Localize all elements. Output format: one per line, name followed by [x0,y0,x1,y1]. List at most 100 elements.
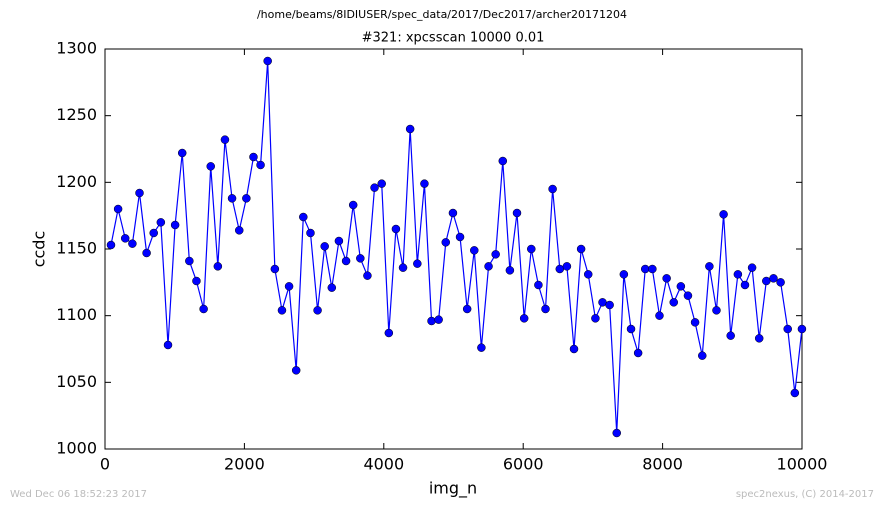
data-point [356,254,365,263]
x-tick-label: 10000 [777,455,828,474]
data-point [213,262,223,271]
data-point [120,234,130,243]
data-point [669,298,679,307]
data-point [797,324,807,334]
data-point [192,276,201,286]
y-tick-label: 1150 [56,239,97,258]
data-point [384,328,394,338]
data-point [206,162,215,171]
data-point [484,262,493,271]
data-point [455,232,465,242]
data-point [341,256,351,266]
data-point [113,204,123,214]
data-point [541,304,550,314]
data-point [284,282,294,291]
data-point [270,264,280,274]
data-point [363,271,372,280]
data-point [626,324,636,334]
data-point [491,250,500,259]
y-tick-label: 1000 [56,439,97,458]
data-point [299,212,308,222]
x-tick-label: 2000 [224,455,265,474]
suptitle: /home/beams/8IDIUSER/spec_data/2017/Dec2… [257,8,627,21]
data-point [754,334,764,343]
data-point [598,298,607,307]
data-point [156,218,166,227]
data-point [740,280,750,290]
data-point [370,183,379,192]
y-tick-label: 1200 [56,172,97,191]
data-point [413,259,422,268]
data-point [698,351,707,360]
data-point [619,270,629,279]
data-point [256,160,265,170]
data-point [534,280,543,290]
y-tick-label: 1100 [56,305,97,324]
data-point [733,270,743,279]
x-axis-label: img_n [429,479,477,499]
data-point [128,239,137,248]
data-point [790,388,800,398]
data-point [648,264,657,274]
data-point [569,344,579,354]
data-point [249,152,258,162]
chart-title: #321: xpcsscan 10000 0.01 [362,31,545,46]
data-point [348,200,358,210]
data-point [185,256,194,266]
plot-frame [104,48,803,450]
data-line [110,60,803,434]
data-point [769,274,778,283]
data-point [633,348,643,358]
data-point [462,304,472,314]
data-point [199,304,208,314]
y-tick-label: 1300 [56,39,97,58]
data-point [519,314,529,323]
data-point [712,306,721,315]
data-point [427,316,436,326]
data-point [505,266,515,275]
y-tick-label: 1050 [56,372,97,391]
data-point [313,306,322,315]
data-point [263,56,272,66]
data-point [562,262,572,271]
y-axis-label: ccdc [30,231,49,268]
footer-left: Wed Dec 06 18:52:23 2017 [10,489,147,500]
data-point [690,318,700,327]
data-point [377,179,386,188]
data-point [762,276,771,286]
data-point [548,184,557,194]
data-point [434,315,443,324]
data-point [391,224,401,234]
x-tick-label: 6000 [503,455,544,474]
data-point [705,262,714,271]
data-point [170,220,180,230]
data-point [291,366,301,375]
data-point [306,228,315,238]
x-tick-label: 0 [100,455,110,474]
data-point [149,228,158,238]
data-point [512,208,522,218]
data-point [555,264,565,274]
data-point [242,194,251,203]
y-tick-label: 1250 [56,105,97,124]
data-point [640,264,650,274]
data-point [470,246,479,255]
data-point [163,340,173,350]
data-point [405,124,415,134]
data-point [234,226,244,235]
data-point [227,194,237,203]
data-point [591,314,600,323]
data-point [747,263,757,272]
data-point [576,244,586,254]
data-point [612,428,621,438]
data-point [441,238,451,247]
data-point [776,278,785,287]
data-point [420,179,429,188]
data-point [220,135,230,144]
data-point [177,148,187,158]
data-point [498,156,508,166]
data-point [327,283,337,292]
data-point [662,274,671,283]
data-point [726,331,735,340]
data-point [135,188,144,198]
